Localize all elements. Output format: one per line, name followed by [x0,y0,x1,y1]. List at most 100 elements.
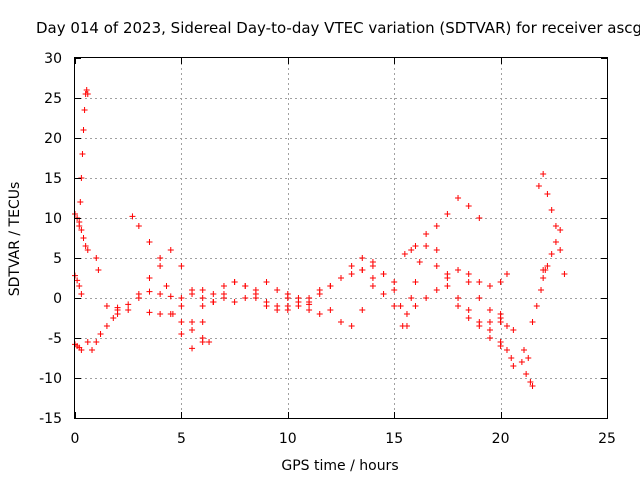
data-point [178,319,185,325]
data-point [510,327,517,333]
data-point [146,239,153,245]
data-point [408,295,415,301]
y-tick-label: 20 [44,131,62,147]
data-point [125,301,132,308]
data-point [552,239,559,245]
data-point [295,295,302,301]
y-tick-label: 0 [53,291,62,307]
data-point [540,275,547,281]
series-sat-y [529,267,549,325]
y-tick-label: 15 [44,171,62,187]
x-tick-label: 10 [279,431,297,447]
data-point [163,283,170,289]
series-sat-w [518,359,536,389]
series-sat-h [114,247,217,317]
data-point [306,299,313,305]
data-point [359,255,366,261]
data-point [146,288,153,295]
data-point [231,279,238,285]
y-tick-label: -5 [48,331,62,347]
data-point [135,295,142,301]
data-point [391,279,398,285]
data-point [412,279,419,285]
data-point [529,319,536,325]
data-point [189,345,196,352]
data-point [455,195,462,201]
data-point [76,223,83,229]
data-point [103,323,110,329]
data-point [146,275,153,281]
data-point [263,279,270,285]
data-point [199,319,206,325]
series-sat-p [399,243,504,349]
data-point [444,283,451,289]
y-tick-label: 5 [53,251,62,267]
data-point [189,291,196,297]
x-tick-label: 15 [385,431,403,447]
data-point [359,307,366,313]
data-point [157,263,164,269]
data-point [444,271,451,277]
data-point [503,347,510,353]
grid [75,58,607,418]
data-point [93,255,100,261]
data-point [521,347,528,353]
series-sat-x [521,347,532,361]
data-point [423,231,430,237]
data-point [544,263,551,269]
series-sat-v [497,319,517,333]
data-point [465,307,472,313]
data-point [178,295,185,301]
series-sat-z [535,171,568,277]
x-tick-label: 0 [71,431,80,447]
data-point [391,287,398,293]
x-tick-label: 20 [492,431,510,447]
data-point [380,271,387,277]
data-point [508,355,515,361]
data-point [359,267,366,273]
data-point [327,283,334,289]
series-sat-j [178,279,291,305]
data-point [220,283,227,289]
data-point [486,319,493,325]
data-point [199,295,206,301]
data-point [252,295,259,301]
x-axis-label: GPS time / hours [281,458,398,474]
data-point [84,339,91,345]
data-point [178,331,185,337]
data-point [103,303,110,309]
data-point [82,243,89,249]
series-sat-d [76,87,91,229]
data-point [89,347,96,353]
data-point [533,303,540,309]
data-point [242,283,249,289]
data-point [93,339,100,345]
data-point [369,275,376,281]
series-sat-f [103,288,213,345]
chart-title: Day 014 of 2023, Sidereal Day-to-day VTE… [36,19,640,37]
data-point [444,211,451,217]
data-point [503,323,510,329]
data-point [78,291,85,297]
series-sat-q [401,195,483,257]
series-sat-b [72,341,85,353]
data-point [476,215,483,221]
data-point [538,287,545,293]
data-point [416,259,423,265]
data-point [327,307,334,313]
data-point [199,287,206,293]
data-point [497,339,504,345]
data-point [220,291,227,297]
data-point [189,327,196,333]
data-point [525,355,532,361]
data-point [135,223,142,229]
series-sat-u [486,327,517,369]
data-point [455,295,462,301]
series-sat-t [465,271,510,289]
data-point [79,151,86,157]
data-point [338,275,344,281]
series-sat-g [129,213,206,352]
data-point [157,291,164,297]
series-sat-a [72,272,85,297]
